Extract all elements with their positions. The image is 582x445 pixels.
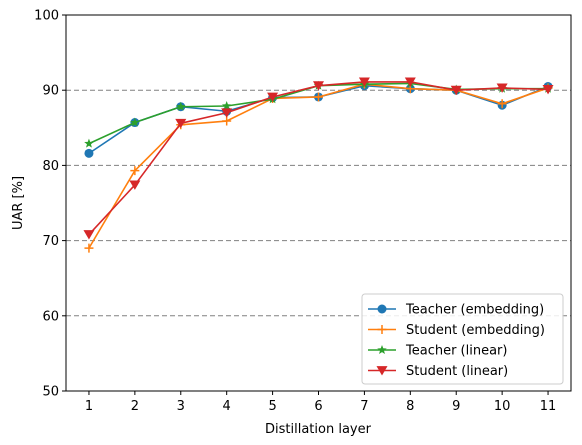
legend-label: Student (embedding) (406, 323, 545, 338)
data-point (404, 77, 416, 87)
legend-entry: Teacher (linear) (368, 344, 507, 359)
x-tick-label: 4 (223, 399, 231, 414)
legend-label: Student (linear) (406, 364, 508, 379)
data-point (84, 138, 94, 148)
legend-label: Teacher (embedding) (405, 303, 544, 318)
x-axis-label: Distillation layer (265, 422, 372, 437)
x-tick-label: 9 (452, 399, 460, 414)
series-layer (83, 77, 554, 253)
data-point (497, 99, 507, 109)
legend-box (361, 293, 564, 385)
data-point (83, 230, 95, 240)
data-point (450, 85, 462, 96)
data-point (314, 92, 323, 102)
x-tick-label: 10 (494, 399, 511, 414)
x-tick-label: 3 (177, 399, 185, 414)
data-point (542, 85, 554, 95)
data-point (358, 77, 370, 87)
data-point (84, 148, 94, 158)
y-tick-label: 60 (42, 309, 59, 324)
y-tick-label: 70 (42, 234, 59, 249)
y-axis: 50 60 70 80 90 100 (34, 9, 66, 400)
x-tick-label: 11 (540, 399, 557, 414)
legend-entry: Student (embedding) (368, 323, 545, 338)
data-point (130, 166, 140, 176)
data-point (267, 92, 279, 102)
x-tick-label: 2 (131, 399, 139, 414)
data-point (221, 108, 233, 118)
x-tick-label: 8 (406, 399, 414, 414)
x-tick-label: 7 (360, 399, 368, 414)
x-tick-label: 6 (314, 399, 322, 414)
legend: Teacher (embedding) Student (embedding) Te… (361, 293, 564, 385)
x-axis: 1 2 3 4 5 6 7 8 9 10 11 (85, 391, 557, 414)
y-tick-label: 90 (42, 84, 59, 99)
legend-entry: Student (linear) (368, 364, 508, 379)
y-tick-label: 50 (42, 385, 59, 400)
series-student-linear (83, 77, 554, 240)
legend-marker (377, 325, 387, 334)
series-line (88, 82, 549, 145)
data-point (129, 180, 141, 190)
y-tick-label: 100 (34, 9, 59, 24)
x-tick-label: 5 (268, 399, 276, 414)
data-point (313, 81, 324, 91)
legend-marker (377, 345, 387, 355)
y-tick-label: 80 (42, 159, 59, 174)
legend-label: Teacher (linear) (405, 344, 507, 359)
data-point (176, 101, 186, 111)
legend-entry: Teacher (embedding) (368, 303, 544, 318)
x-tick-label: 1 (85, 399, 93, 414)
y-axis-label: UAR [%] (11, 176, 26, 230)
data-point (496, 83, 508, 93)
data-point (221, 100, 232, 111)
data-point (222, 116, 232, 126)
data-point (175, 118, 187, 129)
series-line (88, 83, 549, 249)
grid-lines (66, 89, 571, 317)
data-point (84, 243, 94, 253)
series-line (88, 81, 549, 236)
legend-marker (376, 366, 388, 376)
series-student-embedding (84, 79, 553, 253)
data-point (130, 117, 140, 127)
legend-marker (377, 304, 387, 314)
